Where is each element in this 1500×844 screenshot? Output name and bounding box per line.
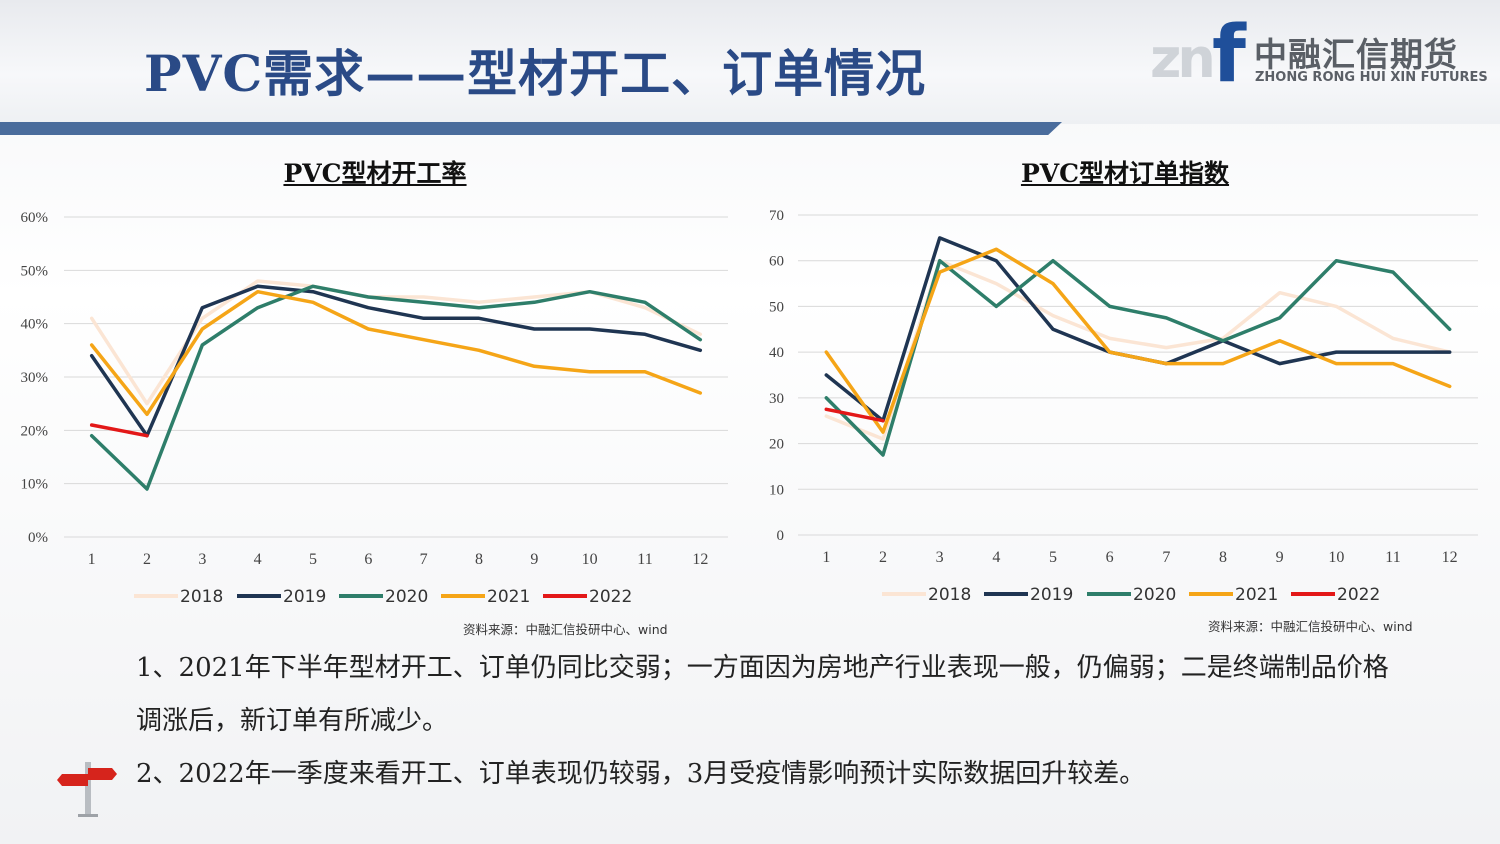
source-note: 资料来源：中融汇信投研中心、wind [463,622,668,637]
logo-mark-gray: zn [1150,27,1216,90]
x-tick-label: 7 [1162,549,1170,566]
x-tick-label: 2 [143,551,151,568]
x-tick-label: 3 [936,549,944,566]
page-title: PVC需求——型材开工、订单情况 [144,44,927,103]
legend-label-2021: 2021 [487,587,530,607]
x-tick-label: 8 [475,551,483,568]
x-tick-label: 5 [309,551,317,568]
chart-title: PVC型材开工率 [283,159,467,188]
series-line-2022 [89,423,149,438]
x-tick-label: 11 [637,551,652,568]
y-tick-label: 60% [21,210,49,226]
x-tick-label: 4 [992,549,1000,566]
y-tick-label: 0 [777,528,785,544]
source-note: 资料来源：中融汇信投研中心、wind [1208,619,1413,634]
signpost-icon [57,762,117,817]
x-tick-label: 2 [879,549,887,566]
series-line-2018 [824,258,1452,441]
x-tick-label: 7 [420,551,428,568]
header-accent-bar [0,122,1062,135]
legend-label-2019: 2019 [283,587,326,607]
logo-english-name: ZHONG RONG HUI XIN FUTURES [1255,70,1488,85]
chart-order-index: PVC型材订单指数 0 10 20 30 40 50 60 70 1 2 3 4 5 6 7 8 9 10 11 12… [750,140,1500,640]
legend-label-2018: 2018 [180,587,223,607]
x-tick-label: 8 [1219,549,1227,566]
series-line-2020 [824,258,1452,457]
x-tick-label: 6 [1106,549,1114,566]
x-tick-label: 4 [254,551,262,568]
y-tick-label: 40% [21,317,49,333]
company-logo: zn f 中融汇信期货 ZHONG RONG HUI XIN FUTURES [1150,16,1488,94]
legend-label-2018: 2018 [928,585,971,605]
x-tick-label: 12 [692,551,708,568]
y-tick-label: 20% [21,423,49,439]
y-tick-label: 60 [769,254,784,270]
logo-mark-blue: f [1212,10,1246,100]
x-tick-label: 1 [822,549,830,566]
x-tick-label: 11 [1385,549,1400,566]
series-line-2019 [89,284,703,438]
legend-label-2020: 2020 [1133,585,1176,605]
legend-label-2019: 2019 [1030,585,1073,605]
x-tick-label: 5 [1049,549,1057,566]
chart-operating-rate: PVC型材开工率 0% 10% 20% 30% 40% 50% 60% 1 2 3 4 5 6 7 8 9 10… [0,140,750,640]
legend-label-2020: 2020 [385,587,428,607]
series-line-2021 [824,247,1452,434]
y-tick-label: 10 [769,482,784,498]
note-2: 2、2022年一季度来看开工、订单表现仍较弱，3月受疫情影响预计实际数据回升较差… [136,759,1146,789]
header-background [0,0,1500,124]
note-1: 1、2021年下半年型材开工、订单仍同比交弱；一方面因为房地产行业表现一般，仍偏… [136,653,1389,736]
y-tick-label: 70 [769,208,784,224]
y-tick-label: 40 [769,345,784,361]
x-tick-label: 10 [582,551,598,568]
logo-chinese-name: 中融汇信期货 [1254,35,1458,74]
legend-label-2022: 2022 [1337,585,1380,605]
y-tick-label: 10% [21,477,49,493]
y-tick-label: 0% [28,530,48,546]
series-line-2022 [824,407,885,423]
x-tick-label: 6 [364,551,372,568]
x-tick-label: 10 [1328,549,1344,566]
commentary: 1、2021年下半年型材开工、订单仍同比交弱；一方面因为房地产行业表现一般，仍偏… [136,642,1396,801]
series-line-2020 [89,284,703,491]
series-line-2021 [89,289,703,417]
x-tick-label: 9 [1276,549,1284,566]
y-tick-label: 30% [21,370,49,386]
x-tick-label: 1 [88,551,96,568]
legend-label-2021: 2021 [1235,585,1278,605]
y-tick-label: 50% [21,263,49,279]
x-tick-label: 12 [1442,549,1458,566]
y-tick-label: 20 [769,437,784,453]
y-tick-label: 50 [769,299,784,315]
y-tick-label: 30 [769,391,784,407]
chart-title: PVC型材订单指数 [1020,159,1230,188]
legend-label-2022: 2022 [589,587,632,607]
x-tick-label: 9 [530,551,538,568]
x-tick-label: 3 [198,551,206,568]
